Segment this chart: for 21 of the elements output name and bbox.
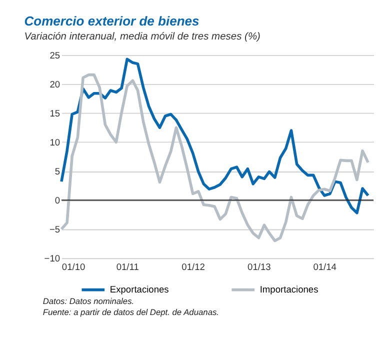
y-tick-label: −10 <box>44 253 60 264</box>
chart-title: Comercio exterior de bienes <box>24 13 200 28</box>
y-tick-label: 20 <box>50 79 60 90</box>
line-series <box>60 58 370 214</box>
y-tick-label: 25 <box>50 50 60 60</box>
y-tick-label: 5 <box>54 166 60 176</box>
chart-subtitle: Variación interanual, media móvil de tres meses (%) <box>24 31 260 42</box>
x-tick-label: 01/11 <box>116 262 139 272</box>
y-tick-label: 15 <box>50 108 60 118</box>
x-tick-label: 01/14 <box>313 262 336 272</box>
y-tick-label: −5 <box>49 224 60 234</box>
source-note: Fuente: a partir de datos del Dept. de Aduanas. <box>42 306 219 317</box>
text: Datos: Datos nominales. <box>42 296 134 306</box>
legend-label: Importaciones <box>260 284 319 295</box>
legend-label: Exportaciones <box>110 284 170 295</box>
line-series <box>60 73 370 242</box>
x-tick-label: 01/10 <box>62 262 86 272</box>
y-tick-label: 10 <box>50 137 60 148</box>
x-tick-label: 01/13 <box>248 262 271 272</box>
x-tick-label: 01/12 <box>182 262 205 272</box>
y-tick-label: 0 <box>54 195 60 206</box>
